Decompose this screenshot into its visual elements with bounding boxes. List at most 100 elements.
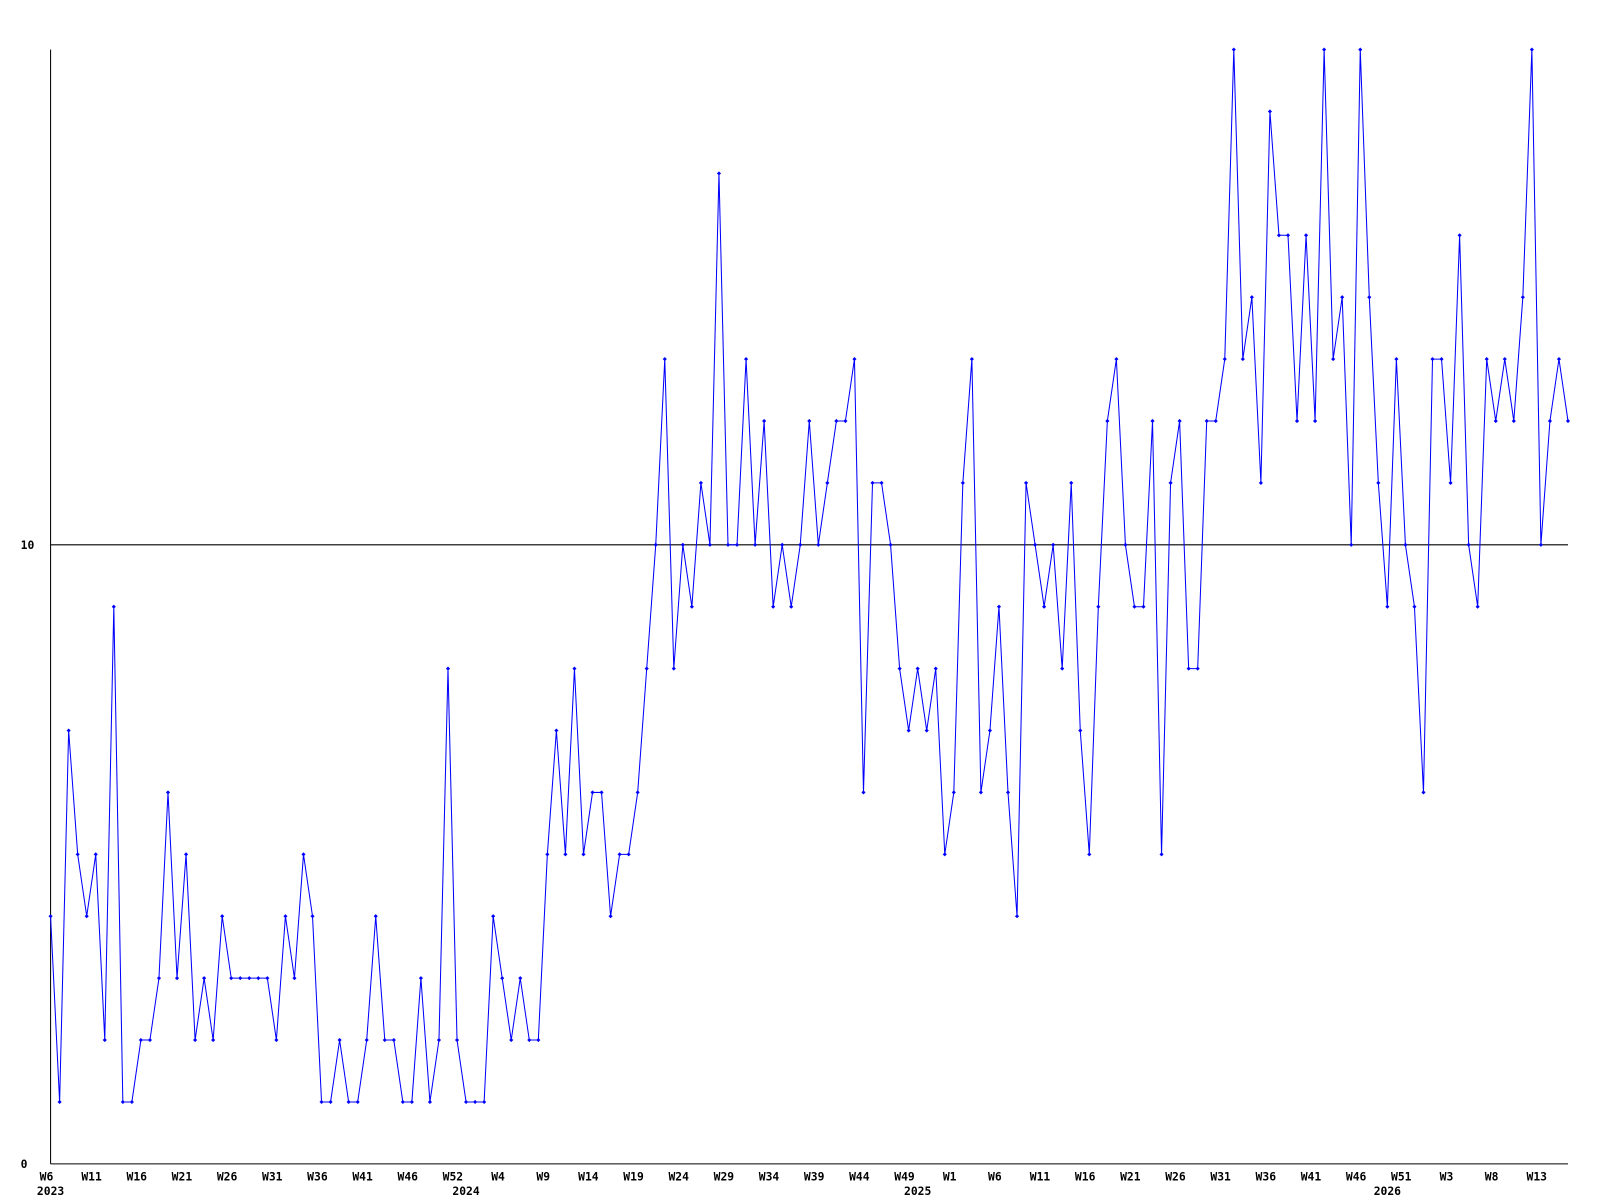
data-point	[951, 790, 956, 795]
data-point	[554, 728, 559, 733]
data-point	[1231, 47, 1236, 52]
data-point	[57, 1099, 62, 1105]
data-point	[48, 914, 53, 919]
data-point	[1484, 357, 1489, 362]
data-point	[1502, 357, 1507, 362]
data-point	[698, 480, 703, 485]
data-point	[960, 480, 965, 485]
data-point	[66, 728, 71, 733]
x-tick-label: W31	[1210, 1169, 1231, 1183]
data-point	[1385, 604, 1390, 609]
data-point	[1349, 542, 1354, 547]
x-tick-label: W13	[1527, 1169, 1548, 1183]
data-point	[852, 357, 857, 362]
data-point	[635, 790, 640, 795]
data-point	[1276, 233, 1282, 238]
data-point	[879, 480, 884, 485]
data-point	[969, 357, 974, 362]
data-point	[1005, 790, 1011, 795]
data-point	[563, 852, 568, 857]
data-point	[220, 914, 225, 919]
data-point	[707, 542, 712, 547]
x-tick-label: W16	[1075, 1169, 1096, 1183]
data-point	[364, 1037, 369, 1043]
data-point	[310, 914, 315, 919]
data-point	[1195, 666, 1200, 671]
data-point	[1132, 604, 1137, 609]
data-point	[1078, 728, 1083, 733]
x-tick-label: W39	[804, 1169, 825, 1183]
x-tick-label: W31	[262, 1169, 283, 1183]
data-point	[509, 1037, 514, 1043]
x-tick-label: W46	[397, 1169, 418, 1183]
x-tick-label: W26	[1165, 1169, 1186, 1183]
data-point	[617, 852, 622, 857]
data-point	[834, 418, 839, 424]
data-point	[1168, 480, 1173, 485]
data-point	[373, 914, 378, 919]
data-point	[382, 1037, 387, 1043]
data-point	[211, 1037, 216, 1043]
data-point	[482, 1099, 487, 1105]
data-point	[265, 976, 270, 981]
x-tick-label: W44	[849, 1169, 870, 1183]
data-point	[1331, 357, 1336, 362]
data-point	[1123, 542, 1128, 547]
data-point	[1069, 480, 1074, 485]
data-point	[518, 976, 523, 981]
data-point	[229, 976, 234, 981]
data-point	[1240, 357, 1245, 362]
data-point	[1294, 418, 1300, 424]
data-point	[1475, 604, 1480, 609]
data-point	[572, 666, 577, 671]
data-point	[1159, 852, 1164, 857]
x-tick-label: W52	[443, 1169, 463, 1183]
data-point	[734, 542, 740, 547]
data-point	[1150, 418, 1155, 424]
data-point	[1466, 542, 1471, 547]
data-point	[816, 542, 821, 547]
data-point	[75, 852, 80, 857]
data-point	[1520, 295, 1525, 300]
data-point	[644, 666, 649, 671]
x-tick-label: W14	[578, 1169, 599, 1183]
x-tick-label: W46	[1346, 1169, 1367, 1183]
year-label: 2023	[37, 1184, 64, 1198]
data-point	[942, 852, 947, 857]
data-point	[1105, 418, 1110, 424]
data-point	[1304, 233, 1309, 238]
data-point	[1556, 357, 1562, 362]
data-point	[680, 542, 685, 547]
data-point	[915, 666, 920, 671]
data-point	[147, 1037, 152, 1043]
data-point	[753, 542, 758, 547]
data-point	[1285, 233, 1291, 238]
data-point	[536, 1037, 541, 1043]
year-label: 2025	[904, 1184, 931, 1198]
data-point	[744, 357, 749, 362]
x-tick-label: W51	[1391, 1169, 1412, 1183]
x-tick-label: W36	[307, 1169, 328, 1183]
data-point	[897, 666, 902, 671]
data-point	[1213, 418, 1218, 424]
data-point	[870, 480, 875, 485]
data-point	[93, 852, 98, 857]
data-point	[1457, 233, 1462, 238]
x-tick-label: W8	[1485, 1169, 1499, 1183]
data-point	[1249, 295, 1254, 300]
data-point	[843, 418, 848, 424]
data-point	[337, 1037, 342, 1043]
data-point	[400, 1099, 405, 1105]
data-point	[391, 1037, 396, 1043]
data-point	[581, 852, 586, 857]
data-point	[825, 480, 830, 485]
data-point	[996, 604, 1002, 609]
data-point	[716, 171, 722, 176]
data-point	[301, 852, 306, 857]
x-tick-label: W19	[623, 1169, 644, 1183]
data-point	[256, 976, 261, 981]
data-point	[283, 914, 288, 919]
data-point	[1421, 790, 1426, 795]
data-point	[798, 542, 803, 547]
